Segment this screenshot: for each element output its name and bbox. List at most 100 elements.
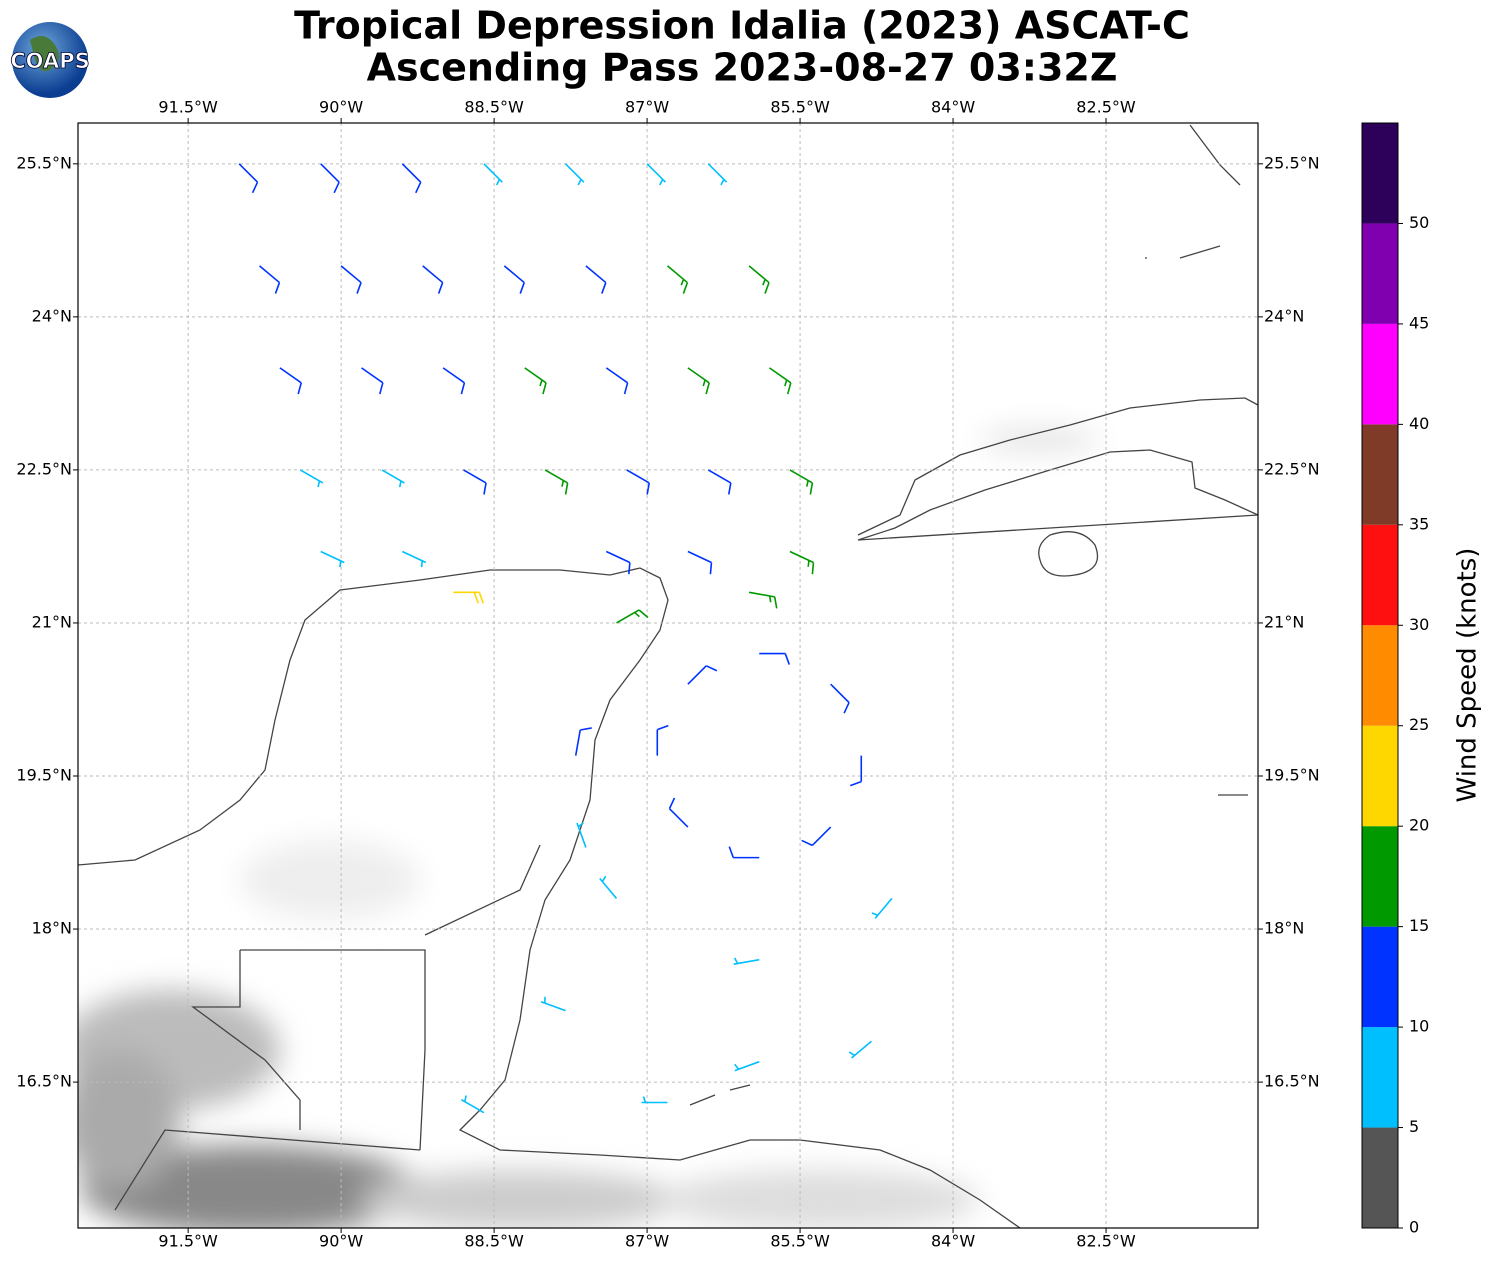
wind-barb xyxy=(483,163,503,186)
x-tick-label: 84°W xyxy=(931,1232,975,1251)
title-line: Ascending Pass 2023-08-27 03:32Z xyxy=(367,46,1118,90)
x-tick-label: 84°W xyxy=(931,98,975,117)
x-tick-label: 87°W xyxy=(625,98,669,117)
y-tick-label: 18°N xyxy=(32,919,72,938)
isle-of-youth xyxy=(1038,531,1099,577)
colorbar-segment xyxy=(1362,725,1398,827)
wind-barb xyxy=(707,163,728,186)
wind-barb xyxy=(564,163,585,186)
wind-barb xyxy=(641,1096,668,1104)
colorbar-tick-label: 25 xyxy=(1409,715,1429,734)
plot-frame xyxy=(77,122,1259,1229)
wind-barb xyxy=(605,367,629,395)
wind-barb xyxy=(238,163,259,194)
wind-barb xyxy=(401,550,427,568)
cayman-islands xyxy=(1145,245,1248,796)
wind-barb xyxy=(687,665,718,685)
wind-barb xyxy=(340,265,362,294)
wind-barb xyxy=(871,897,893,919)
title-line: Tropical Depression Idalia (2023) ASCAT-… xyxy=(294,4,1190,48)
colorbar-tick-label: 50 xyxy=(1409,213,1429,232)
wind-barb xyxy=(748,591,778,609)
y-tick-label: 21°N xyxy=(1264,612,1304,631)
wind-barb xyxy=(463,469,487,495)
wind-barb xyxy=(668,797,689,828)
colorbar-tick-label: 30 xyxy=(1409,615,1429,634)
colorbar-tick-label: 0 xyxy=(1409,1218,1419,1237)
colorbar-tick-label: 5 xyxy=(1409,1117,1419,1136)
colorbar-segment xyxy=(1362,524,1398,626)
colorbar-frame xyxy=(1361,122,1399,1229)
logo-text: COAPS xyxy=(10,49,89,73)
logo-land xyxy=(30,36,59,72)
x-tick-label: 90°W xyxy=(319,1232,363,1251)
border xyxy=(114,844,541,1211)
x-tick-label: 91.5°W xyxy=(158,98,218,117)
x-tick-label: 88.5°W xyxy=(464,1232,524,1251)
wind-barb xyxy=(585,265,607,294)
wind-barb xyxy=(748,265,770,294)
coastline xyxy=(78,567,1021,1228)
x-tick-label: 82.5°W xyxy=(1076,98,1136,117)
colorbar-segment xyxy=(1362,424,1398,525)
cuba xyxy=(857,397,1258,541)
wind-barb xyxy=(830,683,850,714)
wind-barb xyxy=(759,652,791,665)
y-tick-label: 24°N xyxy=(1264,306,1304,325)
wind-barb xyxy=(769,367,792,395)
wind-barb xyxy=(789,469,814,495)
colorbar-tick-label: 20 xyxy=(1409,816,1429,835)
y-tick-label: 18°N xyxy=(1264,919,1304,938)
wind-barb xyxy=(616,609,649,624)
wind-barb xyxy=(422,265,444,294)
wind-barb xyxy=(656,724,669,756)
wind-barb xyxy=(259,265,281,294)
y-tick-label: 22.5°N xyxy=(1264,459,1320,478)
wind-barb xyxy=(540,996,566,1012)
wind-barb xyxy=(453,591,485,604)
wind-barbs xyxy=(238,163,893,1114)
y-tick-label: 16.5°N xyxy=(1264,1072,1320,1091)
colorbar-segment xyxy=(1362,926,1398,1028)
wind-barb xyxy=(728,846,760,859)
x-tick-label: 88.5°W xyxy=(464,98,524,117)
y-tick-label: 24°N xyxy=(32,306,72,325)
x-tick-label: 90°W xyxy=(319,98,363,117)
wind-barb xyxy=(320,163,340,194)
wind-barb xyxy=(320,550,345,568)
wind-barb xyxy=(733,957,760,965)
wind-barb xyxy=(687,550,713,575)
colorbar-segment xyxy=(1362,323,1398,425)
colorbar-segment xyxy=(1362,826,1398,927)
y-tick-label: 25.5°N xyxy=(1264,153,1320,172)
wind-barb xyxy=(605,550,631,575)
wind-barb xyxy=(687,367,710,395)
colorbar-segment xyxy=(1362,1127,1398,1228)
y-tick-label: 16.5°N xyxy=(16,1072,72,1091)
wind-barb xyxy=(848,1040,872,1059)
wind-barb xyxy=(789,550,815,575)
colorbar-tick-label: 40 xyxy=(1409,414,1429,433)
wind-barb xyxy=(801,826,832,847)
colorbar-tick-label: 15 xyxy=(1409,916,1429,935)
x-tick-label: 85.5°W xyxy=(770,98,830,117)
wind-barb xyxy=(503,265,525,294)
colorbar-segment xyxy=(1362,223,1398,324)
wind-barb xyxy=(707,469,732,495)
colorbar-tick-label: 35 xyxy=(1409,514,1429,533)
x-tick-label: 82.5°W xyxy=(1076,1232,1136,1251)
y-tick-label: 25.5°N xyxy=(16,153,72,172)
x-tick-label: 87°W xyxy=(625,1232,669,1251)
colorbar-segment xyxy=(1362,625,1398,726)
colorbar: 0 5 10 15 20 25 30 35 40 45 50 xyxy=(1361,122,1429,1237)
colorbar-segment xyxy=(1362,1027,1398,1128)
y-tick-label: 22.5°N xyxy=(16,459,72,478)
wind-barb xyxy=(442,367,466,395)
wind-barb xyxy=(734,1060,760,1072)
colorbar-segment xyxy=(1362,123,1398,224)
terrain xyxy=(78,428,1100,1228)
basemap xyxy=(78,124,1258,1228)
wind-barb xyxy=(460,1095,485,1114)
wind-barb xyxy=(599,875,618,899)
florida-keys xyxy=(1189,124,1241,186)
